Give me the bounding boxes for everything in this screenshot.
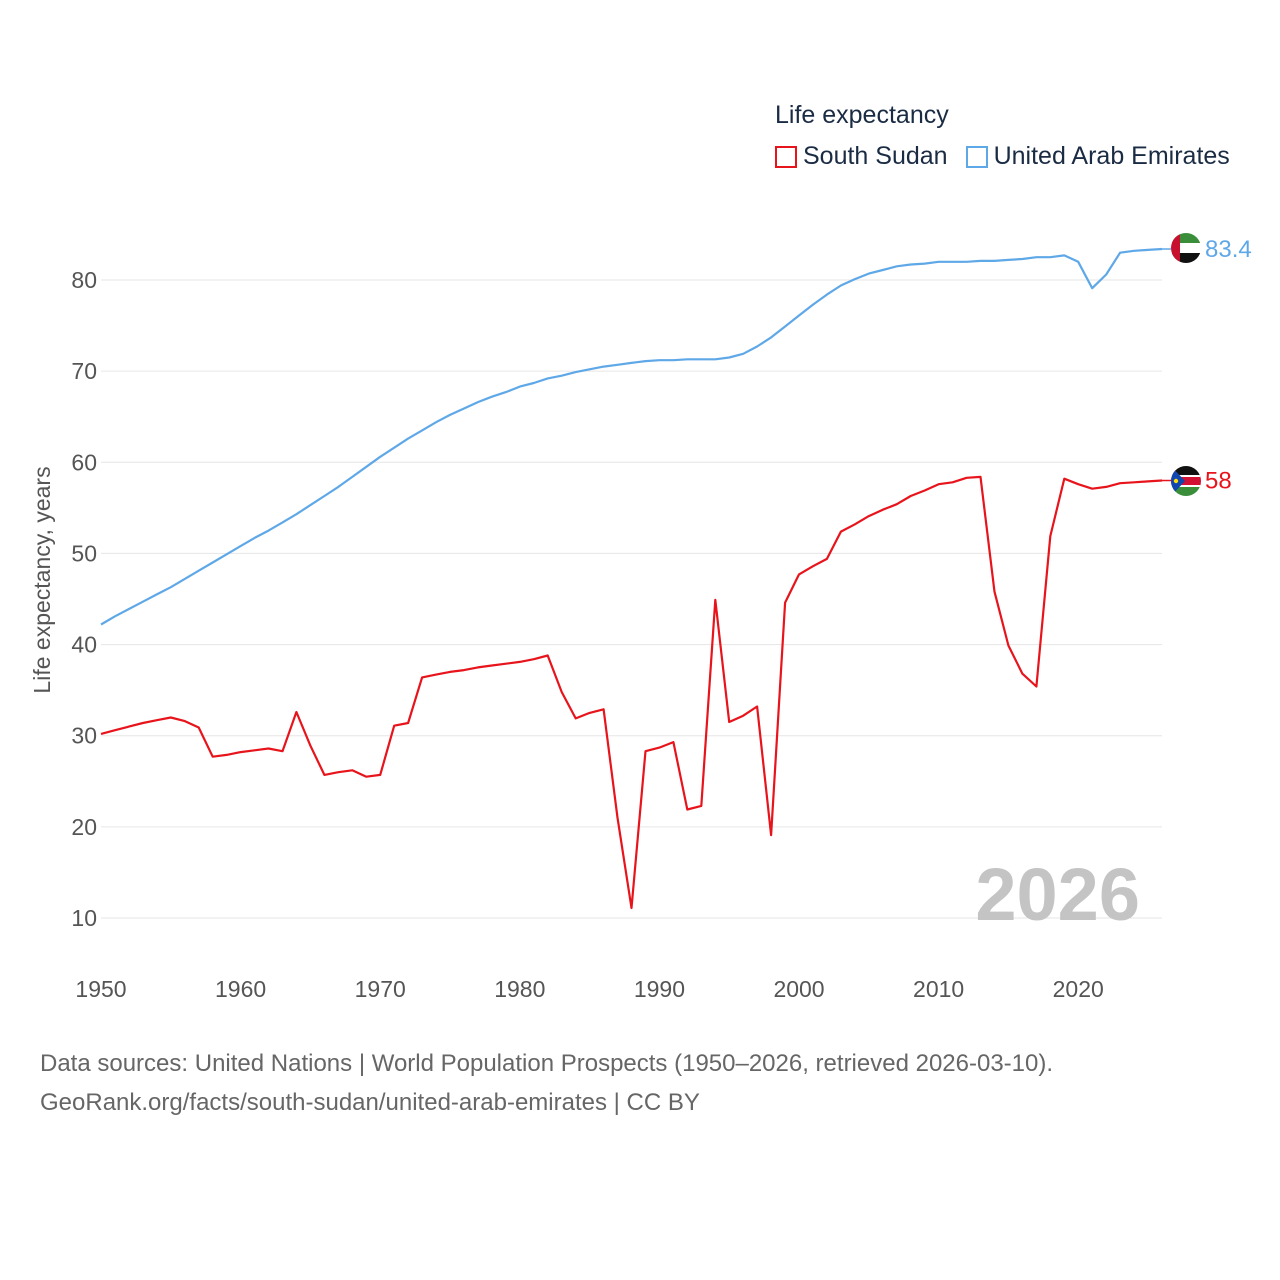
current-year-label: 2026 [975,853,1140,936]
legend-swatch-uae [965,145,988,168]
end-value-label: 58 [1205,468,1232,495]
y-tick-label: 30 [71,723,97,749]
source-line: Data sources: United Nations | World Pop… [40,1050,1054,1077]
y-tick-label: 40 [71,632,97,658]
y-tick-label: 80 [71,267,97,293]
y-tick-label: 60 [71,449,97,475]
y-tick-label: 70 [71,358,97,384]
legend-item-uae[interactable]: United Arab Emirates [965,142,1230,171]
legend-label-uae: United Arab Emirates [993,142,1230,170]
series-line-uae[interactable] [100,247,1163,626]
series-line-south-sudan[interactable] [100,475,1163,910]
x-tick-label: 1950 [75,976,126,1002]
legend-swatch-south-sudan [775,145,797,168]
legend: South Sudan United Arab Emirates [775,142,1230,171]
line-chart: 10 20 30 40 50 60 70 80 1950 1960 1970 1980 1990 2000… [29,233,1252,1002]
y-axis-title: Life expectancy, years [29,466,55,693]
x-tick-label: 2000 [773,976,824,1002]
x-tick-label: 1960 [215,976,266,1002]
source-notes: Data sources: United Nations | World Pop… [40,1044,1053,1122]
legend-label-south-sudan: South Sudan [803,142,948,170]
legend-title: Life expectancy [775,101,949,129]
x-tick-label: 2020 [1053,976,1104,1002]
x-tick-label: 1970 [355,976,406,1002]
y-tick-label: 20 [71,814,97,840]
x-tick-label: 1980 [494,976,545,1002]
x-tick-label: 2010 [913,976,964,1002]
url-line[interactable]: GeoRank.org/facts/south-sudan/united-ara… [40,1089,700,1116]
end-value-label: 83.4 [1205,236,1252,263]
y-tick-label: 50 [71,540,97,566]
legend-item-south-sudan[interactable]: South Sudan [775,142,948,171]
south-sudan-flag-icon [1171,466,1201,496]
y-tick-label: 10 [71,905,97,931]
x-tick-label: 1990 [634,976,685,1002]
uae-flag-icon [1171,233,1201,263]
